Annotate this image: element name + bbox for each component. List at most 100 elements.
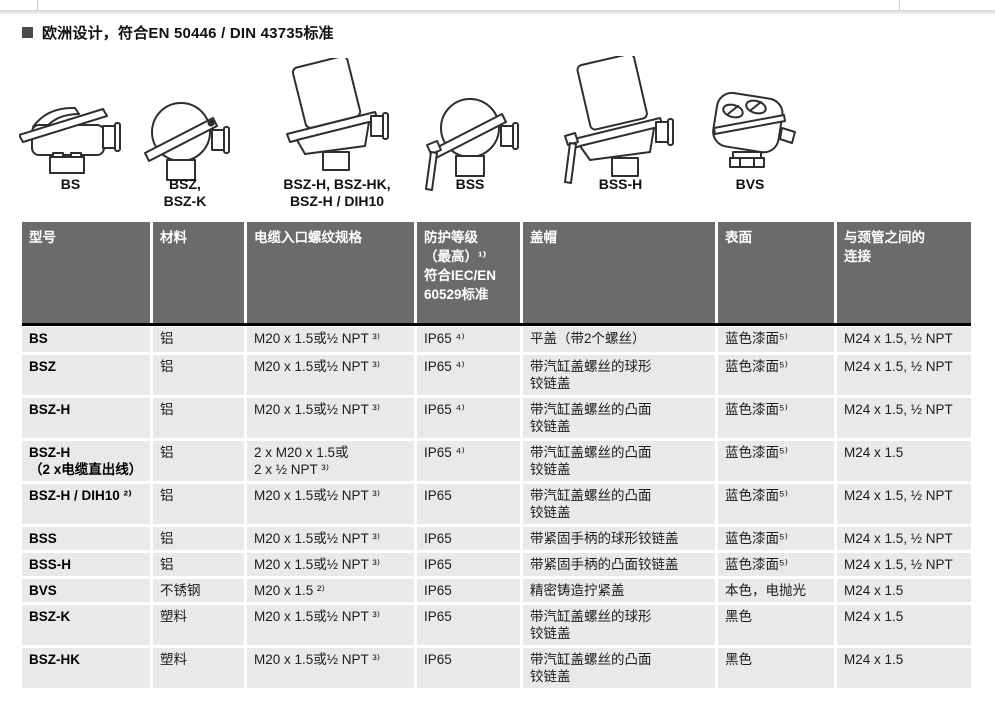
cell-model: BSZ xyxy=(22,355,150,395)
cell-protection: IP65 xyxy=(417,605,520,645)
cell-cable-entry: M20 x 1.5或½ NPT ³⁾ xyxy=(247,355,414,395)
bvs-head-illustration xyxy=(712,92,796,168)
table-row-bssh: BSS-H 铝 M20 x 1.5或½ NPT ³⁾ IP65 带紧固手柄的凸面… xyxy=(22,553,971,576)
cell-cable-entry: M20 x 1.5 ²⁾ xyxy=(247,579,414,602)
bs-head-illustration xyxy=(18,106,121,174)
cell-material: 塑料 xyxy=(153,648,244,688)
cell-protection: IP65 xyxy=(417,579,520,602)
cell-neck-connection: M24 x 1.5 xyxy=(837,441,971,481)
cell-neck-connection: M24 x 1.5 xyxy=(837,605,971,645)
cell-model: BSZ-H xyxy=(22,398,150,438)
table-row-bvs: BVS 不锈钢 M20 x 1.5 ²⁾ IP65 精密铸造拧紧盖 本色，电抛光… xyxy=(22,579,971,602)
table-row-bsz: BSZ 铝 M20 x 1.5或½ NPT ³⁾ IP65 ⁴⁾ 带汽缸盖螺丝的… xyxy=(22,355,971,395)
cell-material: 铝 xyxy=(153,527,244,550)
section-heading: 欧洲设计，符合EN 50446 / DIN 43735标准 xyxy=(22,22,334,43)
section-title: 欧洲设计，符合EN 50446 / DIN 43735标准 xyxy=(42,25,334,42)
cell-material: 铝 xyxy=(153,327,244,352)
cell-cable-entry: M20 x 1.5或½ NPT ³⁾ xyxy=(247,553,414,576)
cell-cap: 带汽缸盖螺丝的凸面 铰链盖 xyxy=(523,648,715,688)
figure-bs: BS xyxy=(18,50,123,192)
cell-model: BS xyxy=(22,327,150,352)
cell-cap: 平盖（带2个螺丝） xyxy=(523,327,715,352)
cell-cap: 精密铸造拧紧盖 xyxy=(523,579,715,602)
cell-model: BSZ-HK xyxy=(22,648,150,688)
table-row-bszk: BSZ-K 塑料 M20 x 1.5或½ NPT ³⁾ IP65 带汽缸盖螺丝的… xyxy=(22,605,971,645)
cell-model: BVS xyxy=(22,579,150,602)
cell-cap: 带汽缸盖螺丝的球形 铰链盖 xyxy=(523,605,715,645)
cell-cable-entry: M20 x 1.5或½ NPT ³⁾ xyxy=(247,605,414,645)
cell-surface: 蓝色漆面⁵⁾ xyxy=(718,484,834,524)
cell-neck-connection: M24 x 1.5, ½ NPT xyxy=(837,398,971,438)
cell-cable-entry: M20 x 1.5或½ NPT ³⁾ xyxy=(247,527,414,550)
table-row-bszh-2x: BSZ-H （2 x电缆直出线） 铝 2 x M20 x 1.5或 2 x ½ … xyxy=(22,441,971,481)
page-top-rule-left xyxy=(37,0,38,10)
cell-neck-connection: M24 x 1.5, ½ NPT xyxy=(837,484,971,524)
cell-model: BSS xyxy=(22,527,150,550)
cell-material: 铝 xyxy=(153,355,244,395)
col-header-material: 材料 xyxy=(153,222,244,323)
cell-cap: 带汽缸盖螺丝的凸面 铰链盖 xyxy=(523,441,715,481)
cell-cap: 带汽缸盖螺丝的凸面 铰链盖 xyxy=(523,484,715,524)
cell-protection: IP65 ⁴⁾ xyxy=(417,398,520,438)
cell-neck-connection: M24 x 1.5, ½ NPT xyxy=(837,527,971,550)
figure-bss: BSS xyxy=(420,50,520,194)
cell-surface: 蓝色漆面⁵⁾ xyxy=(718,553,834,576)
cell-model: BSZ-H / DIH10 ²⁾ xyxy=(22,484,150,524)
table-row-bszh: BSZ-H 铝 M20 x 1.5或½ NPT ³⁾ IP65 ⁴⁾ 带汽缸盖螺… xyxy=(22,398,971,438)
cell-neck-connection: M24 x 1.5, ½ NPT xyxy=(837,553,971,576)
cell-surface: 蓝色漆面⁵⁾ xyxy=(718,441,834,481)
cell-surface: 黑色 xyxy=(718,605,834,645)
table-row-bszhk: BSZ-HK 塑料 M20 x 1.5或½ NPT ³⁾ IP65 带汽缸盖螺丝… xyxy=(22,648,971,688)
figure-label-bszh: BSZ-H, BSZ-HK, BSZ-H / DIH10 xyxy=(283,176,391,209)
bssh-head-illustration xyxy=(563,56,674,184)
col-header-cable-entry: 电缆入口螺纹规格 xyxy=(247,222,414,323)
cell-protection: IP65 ⁴⁾ xyxy=(417,327,520,352)
cell-material: 不锈钢 xyxy=(153,579,244,602)
cell-neck-connection: M24 x 1.5, ½ NPT xyxy=(837,327,971,352)
table-row-bs: BS 铝 M20 x 1.5或½ NPT ³⁾ IP65 ⁴⁾ 平盖（带2个螺丝… xyxy=(22,327,971,352)
spec-table: 型号 材料 电缆入口螺纹规格 防护等级 （最高）¹⁾ 符合IEC/EN 6052… xyxy=(22,222,971,688)
cell-cap: 带紧固手柄的球形铰链盖 xyxy=(523,527,715,550)
page-top-divider xyxy=(0,10,995,14)
cell-material: 铝 xyxy=(153,484,244,524)
table-body: BS 铝 M20 x 1.5或½ NPT ³⁾ IP65 ⁴⁾ 平盖（带2个螺丝… xyxy=(22,326,971,688)
cell-neck-connection: M24 x 1.5, ½ NPT xyxy=(837,355,971,395)
cell-model: BSS-H xyxy=(22,553,150,576)
cell-protection: IP65 xyxy=(417,648,520,688)
cell-material: 铝 xyxy=(153,553,244,576)
col-header-surface: 表面 xyxy=(718,222,834,323)
cell-surface: 蓝色漆面⁵⁾ xyxy=(718,527,834,550)
cell-neck-connection: M24 x 1.5 xyxy=(837,648,971,688)
cell-material: 铝 xyxy=(153,441,244,481)
figure-bvs: BVS xyxy=(700,50,800,192)
col-header-neck-connection: 与颈管之间的 连接 xyxy=(837,222,971,323)
table-header-row: 型号 材料 电缆入口螺纹规格 防护等级 （最高）¹⁾ 符合IEC/EN 6052… xyxy=(22,222,971,326)
cell-protection: IP65 ⁴⁾ xyxy=(417,355,520,395)
product-figures-row: BS BSZ, BSZ-K BSZ-H, B xyxy=(0,50,995,220)
cell-surface: 蓝色漆面⁵⁾ xyxy=(718,355,834,395)
cell-cap: 带汽缸盖螺丝的球形 铰链盖 xyxy=(523,355,715,395)
col-header-cap: 盖帽 xyxy=(523,222,715,323)
cell-protection: IP65 ⁴⁾ xyxy=(417,441,520,481)
table-row-bss: BSS 铝 M20 x 1.5或½ NPT ³⁾ IP65 带紧固手柄的球形铰链… xyxy=(22,527,971,550)
figure-label-bssh: BSS-H xyxy=(598,176,643,192)
cell-protection: IP65 xyxy=(417,553,520,576)
cell-cable-entry: M20 x 1.5或½ NPT ³⁾ xyxy=(247,484,414,524)
cell-material: 铝 xyxy=(153,398,244,438)
square-bullet-icon xyxy=(22,27,33,38)
figure-bsz: BSZ, BSZ-K xyxy=(135,50,235,209)
bszh-head-illustration xyxy=(286,58,389,171)
cell-cap: 带紧固手柄的凸面铰链盖 xyxy=(523,553,715,576)
cell-cable-entry: M20 x 1.5或½ NPT ³⁾ xyxy=(247,398,414,438)
cell-cap: 带汽缸盖螺丝的凸面 铰链盖 xyxy=(523,398,715,438)
table-row-bszh-dih10: BSZ-H / DIH10 ²⁾ 铝 M20 x 1.5或½ NPT ³⁾ IP… xyxy=(22,484,971,524)
cell-cable-entry: M20 x 1.5或½ NPT ³⁾ xyxy=(247,327,414,352)
cell-surface: 蓝色漆面⁵⁾ xyxy=(718,398,834,438)
col-header-model: 型号 xyxy=(22,222,150,323)
figure-label-bsz: BSZ, BSZ-K xyxy=(163,176,207,209)
bss-head-illustration xyxy=(425,98,519,191)
cell-cable-entry: M20 x 1.5或½ NPT ³⁾ xyxy=(247,648,414,688)
cell-surface: 蓝色漆面⁵⁾ xyxy=(718,327,834,352)
col-header-protection: 防护等级 （最高）¹⁾ 符合IEC/EN 60529标准 xyxy=(417,222,520,323)
